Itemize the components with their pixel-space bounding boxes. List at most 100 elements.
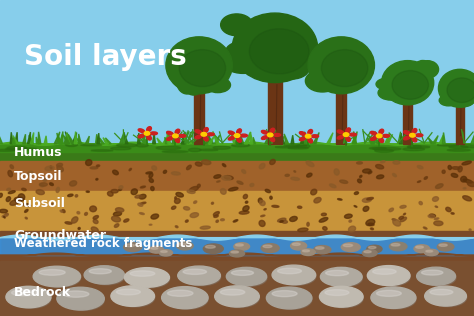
Ellipse shape (111, 286, 155, 307)
Ellipse shape (20, 203, 26, 206)
Ellipse shape (213, 146, 230, 149)
Ellipse shape (174, 198, 180, 204)
Polygon shape (172, 137, 175, 144)
Ellipse shape (320, 267, 362, 286)
Ellipse shape (403, 148, 425, 151)
Bar (0, 261, 474, 316)
Ellipse shape (282, 221, 287, 223)
Ellipse shape (151, 214, 159, 219)
Bar (194, 87, 204, 144)
Ellipse shape (177, 70, 198, 94)
Ellipse shape (343, 48, 364, 70)
Polygon shape (63, 135, 70, 144)
Ellipse shape (462, 161, 471, 165)
Ellipse shape (363, 206, 369, 211)
Ellipse shape (232, 13, 318, 82)
Circle shape (144, 131, 150, 135)
Ellipse shape (183, 70, 204, 95)
Polygon shape (442, 132, 445, 144)
Bar (0, 238, 474, 255)
Ellipse shape (369, 147, 386, 149)
Ellipse shape (50, 166, 52, 169)
Ellipse shape (229, 250, 245, 257)
Ellipse shape (0, 193, 2, 198)
Ellipse shape (227, 267, 266, 286)
Ellipse shape (77, 211, 80, 214)
Text: Groundwater: Groundwater (14, 229, 106, 242)
Ellipse shape (367, 245, 382, 253)
Ellipse shape (238, 30, 279, 51)
Ellipse shape (346, 128, 350, 133)
Polygon shape (183, 135, 190, 144)
Ellipse shape (368, 246, 376, 249)
Ellipse shape (434, 218, 439, 220)
Text: Topsoil: Topsoil (14, 170, 63, 184)
Ellipse shape (205, 77, 230, 93)
Ellipse shape (239, 211, 249, 214)
Ellipse shape (65, 222, 72, 224)
Ellipse shape (96, 165, 100, 167)
Ellipse shape (349, 220, 352, 222)
Ellipse shape (2, 214, 8, 217)
Polygon shape (167, 133, 171, 144)
Ellipse shape (345, 214, 352, 218)
Polygon shape (301, 132, 305, 144)
Ellipse shape (200, 226, 210, 229)
Polygon shape (96, 134, 99, 144)
Ellipse shape (8, 171, 12, 177)
Circle shape (305, 134, 311, 138)
Ellipse shape (412, 137, 417, 142)
Ellipse shape (89, 268, 125, 285)
Ellipse shape (93, 220, 98, 224)
Ellipse shape (417, 267, 456, 285)
Ellipse shape (50, 183, 54, 185)
Ellipse shape (262, 131, 268, 134)
Polygon shape (410, 137, 412, 144)
Ellipse shape (434, 221, 443, 226)
Polygon shape (60, 131, 63, 144)
Ellipse shape (63, 291, 89, 297)
Polygon shape (100, 138, 104, 144)
Ellipse shape (75, 195, 78, 197)
Ellipse shape (27, 171, 33, 176)
Ellipse shape (429, 289, 467, 307)
Ellipse shape (172, 206, 176, 209)
Polygon shape (124, 133, 128, 144)
Ellipse shape (226, 41, 262, 61)
Ellipse shape (19, 148, 36, 150)
Ellipse shape (447, 78, 474, 102)
Ellipse shape (265, 189, 270, 193)
Ellipse shape (185, 220, 188, 222)
Ellipse shape (270, 137, 274, 142)
Ellipse shape (124, 243, 142, 252)
Ellipse shape (429, 214, 436, 217)
Ellipse shape (271, 290, 312, 309)
Ellipse shape (302, 250, 310, 252)
Ellipse shape (371, 287, 416, 308)
Ellipse shape (415, 134, 423, 137)
Ellipse shape (308, 138, 312, 143)
Polygon shape (57, 138, 62, 144)
Ellipse shape (467, 181, 474, 186)
Ellipse shape (278, 218, 286, 222)
Ellipse shape (408, 67, 425, 78)
Ellipse shape (439, 244, 447, 246)
Polygon shape (15, 132, 18, 144)
Polygon shape (182, 135, 186, 144)
Ellipse shape (363, 169, 371, 173)
Ellipse shape (187, 190, 195, 193)
Ellipse shape (197, 184, 200, 188)
Ellipse shape (301, 249, 315, 255)
Ellipse shape (108, 191, 113, 196)
Ellipse shape (228, 131, 235, 135)
Ellipse shape (292, 243, 300, 246)
Polygon shape (103, 138, 109, 144)
Ellipse shape (149, 224, 152, 225)
Bar (268, 74, 282, 144)
Ellipse shape (163, 151, 188, 153)
Ellipse shape (298, 206, 302, 208)
Ellipse shape (325, 270, 363, 287)
Ellipse shape (216, 220, 219, 222)
Ellipse shape (86, 191, 90, 192)
Ellipse shape (379, 138, 383, 143)
